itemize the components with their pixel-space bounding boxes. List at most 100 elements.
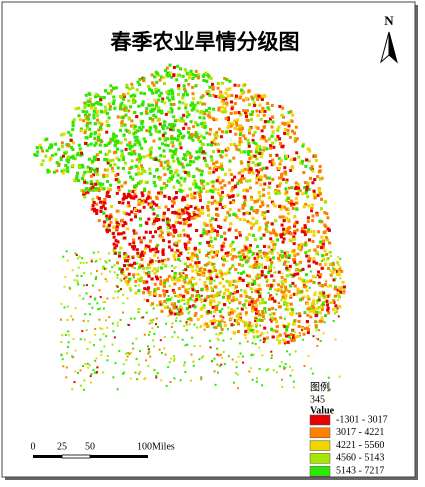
map-pixel (222, 295, 225, 299)
legend-swatch (309, 427, 331, 439)
map-pixel (250, 95, 254, 99)
map-pixel (83, 178, 86, 182)
map-pixel (206, 73, 210, 77)
map-pixel (307, 355, 310, 358)
map-pixel (240, 140, 244, 143)
map-pixel (193, 299, 197, 303)
map-pixel (330, 255, 332, 257)
map-pixel (147, 352, 150, 355)
map-pixel (131, 100, 135, 104)
map-pixel (142, 155, 146, 159)
map-pixel (185, 321, 188, 324)
map-pixel (230, 299, 234, 303)
map-pixel (214, 95, 218, 98)
map-pixel (215, 306, 219, 310)
map-pixel (237, 355, 240, 358)
north-right (388, 31, 398, 64)
map-pixel (125, 267, 129, 271)
map-pixel (96, 114, 99, 118)
map-pixel (323, 295, 326, 298)
map-pixel (97, 133, 101, 136)
map-pixel (109, 84, 113, 88)
map-pixel (178, 216, 182, 220)
map-pixel (229, 244, 232, 248)
map-pixel (188, 174, 192, 178)
map-pixel (213, 279, 216, 282)
map-pixel (306, 181, 310, 185)
map-pixel (261, 311, 265, 315)
map-pixel (155, 374, 158, 377)
map-pixel (187, 171, 191, 175)
map-pixel (85, 284, 88, 287)
map-pixel (173, 331, 176, 334)
map-pixel (258, 194, 262, 198)
map-pixel (283, 230, 287, 234)
map-pixel (183, 242, 187, 246)
map-pixel (134, 231, 138, 235)
map-pixel (275, 153, 279, 157)
map-pixel (135, 115, 139, 119)
map-pixel (194, 185, 198, 189)
map-pixel (233, 324, 236, 326)
map-pixel (243, 150, 247, 154)
map-pixel (236, 118, 240, 122)
map-pixel (94, 297, 97, 300)
map-pixel (76, 274, 79, 277)
map-pixel (209, 277, 213, 281)
map-pixel (66, 160, 70, 164)
map-pixel (216, 347, 219, 350)
map-pixel (240, 169, 244, 173)
map-pixel (99, 258, 102, 261)
map-pixel (276, 128, 280, 132)
map-pixel (199, 295, 201, 298)
map-pixel (111, 266, 114, 269)
map-pixel (228, 213, 232, 217)
map-pixel (206, 182, 210, 186)
map-pixel (250, 309, 254, 313)
map-pixel (195, 229, 199, 232)
map-pixel (296, 252, 300, 256)
map-pixel (207, 75, 211, 79)
map-pixel (157, 259, 161, 263)
map-pixel (323, 249, 327, 253)
map-pixel (227, 125, 230, 129)
map-pixel (106, 152, 109, 156)
map-pixel (223, 231, 227, 235)
map-pixel (168, 218, 171, 222)
map-pixel (172, 234, 176, 238)
map-pixel (284, 180, 288, 184)
map-pixel (292, 338, 296, 342)
map-pixel (217, 338, 220, 341)
map-pixel (246, 274, 249, 277)
map-pixel (137, 104, 141, 108)
map-pixel (157, 73, 160, 77)
map-pixel (254, 142, 258, 146)
map-pixel (155, 168, 159, 171)
map-pixel (170, 326, 173, 328)
map-pixel (264, 227, 268, 231)
map-pixel (88, 188, 92, 192)
map-pixel (182, 169, 186, 173)
map-pixel (193, 345, 196, 348)
map-pixel (158, 178, 162, 181)
scale-seg (90, 455, 148, 458)
map-pixel (179, 146, 183, 150)
map-pixel (158, 122, 162, 126)
map-pixel (142, 236, 146, 240)
map-pixel (296, 269, 299, 272)
map-pixel (188, 323, 191, 326)
map-pixel (127, 280, 131, 283)
map-pixel (258, 292, 262, 296)
map-pixel (263, 109, 267, 113)
map-pixel (177, 254, 181, 258)
map-pixel (176, 157, 180, 161)
map-pixel (231, 178, 234, 182)
map-pixel (131, 86, 135, 90)
map-pixel (148, 239, 152, 243)
map-pixel (264, 222, 268, 226)
map-pixel (203, 125, 207, 129)
map-pixel (132, 347, 135, 350)
map-pixel (117, 185, 121, 189)
map-pixel (246, 284, 249, 288)
map-pixel (211, 117, 215, 121)
